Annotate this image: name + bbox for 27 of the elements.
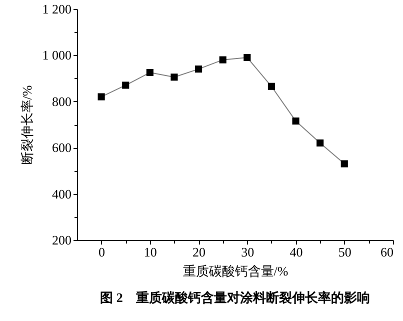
point: [268, 82, 275, 90]
point: [340, 160, 348, 168]
y-tick-label: 1 200: [42, 2, 72, 16]
point: [244, 54, 251, 62]
x-tick-label: 10: [144, 244, 157, 260]
x-tick-label: 30: [241, 244, 254, 260]
x-tick-label: 20: [192, 244, 206, 260]
y-tick-label: 400: [52, 186, 72, 202]
x-tick-label: 40: [290, 244, 303, 260]
x-axis-title: 重质碳酸钙含量/%: [182, 264, 288, 278]
text: 图 2 重质碳酸钙含量对涂料断裂伸长率的影响: [100, 290, 370, 305]
x-tick-label: 50: [338, 244, 352, 260]
point: [170, 74, 178, 81]
y-tick-label: 600: [52, 140, 72, 156]
y-tick-label: 800: [52, 94, 72, 109]
y-tick-label: 200: [52, 232, 72, 248]
point: [122, 82, 130, 89]
point: [146, 68, 154, 76]
point: [316, 139, 324, 147]
point: [219, 56, 226, 64]
point: [98, 93, 105, 100]
point: [292, 118, 300, 125]
point: [195, 66, 202, 73]
y-axis-title: 断裂伸长率/%: [19, 85, 34, 165]
y-tick-label: 1 000: [42, 48, 72, 63]
x-tick-label: 0: [98, 244, 106, 260]
x-tick-label: 60: [380, 244, 394, 260]
